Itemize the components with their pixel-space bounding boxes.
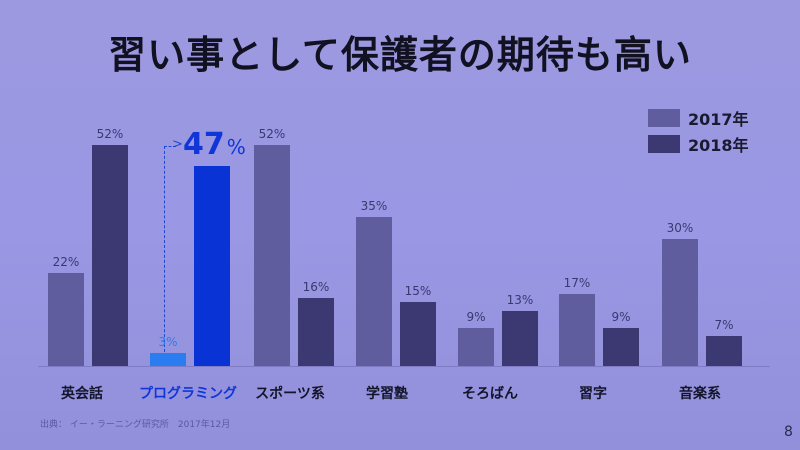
category-label: スポーツ系 bbox=[255, 386, 325, 402]
legend-item-2018: 2018年 bbox=[648, 131, 749, 157]
chart-legend: 2017年 2018年 bbox=[648, 105, 749, 157]
slide-title: 習い事として保護者の期待も高い bbox=[108, 33, 692, 77]
source-citation: 出典： イー・ラーニング研究所 2017年12月 bbox=[40, 420, 231, 430]
arrow-right-icon: > bbox=[172, 137, 183, 152]
bar-value-label: 52% bbox=[258, 127, 286, 141]
highlight-arrow-line bbox=[164, 146, 165, 352]
bar-2017 bbox=[150, 353, 186, 366]
category-label: プログラミング bbox=[139, 386, 237, 402]
bar-value-label: 7% bbox=[714, 318, 734, 333]
legend-label-2017: 2017年 bbox=[688, 110, 749, 129]
bar-2017 bbox=[48, 272, 84, 366]
bar-2018 bbox=[502, 310, 538, 366]
bar-value-label: 3% bbox=[158, 335, 178, 350]
bar-value-label: 9% bbox=[611, 309, 631, 324]
bar-2017 bbox=[559, 293, 595, 366]
bar-2018 bbox=[400, 302, 436, 366]
highlight-unit: % bbox=[226, 135, 246, 159]
category-label: 英会話 bbox=[61, 386, 103, 402]
category-label: そろばん bbox=[462, 386, 518, 402]
bar-2018 bbox=[194, 166, 230, 366]
bar-2017 bbox=[254, 145, 290, 366]
bar-value-label: 15% bbox=[404, 284, 432, 299]
bar-2018 bbox=[298, 298, 334, 366]
bar-value-label: 35% bbox=[360, 199, 388, 214]
bar-2017 bbox=[662, 238, 698, 366]
category-label: 習字 bbox=[579, 386, 607, 402]
bar-2018 bbox=[92, 145, 128, 366]
legend-swatch-2017 bbox=[648, 109, 680, 127]
highlight-number: 47 bbox=[183, 127, 225, 162]
bar-value-label: 9% bbox=[466, 309, 486, 324]
bar-2017 bbox=[356, 217, 392, 366]
bar-2018 bbox=[706, 336, 742, 366]
chart-baseline bbox=[38, 366, 770, 367]
category-label: 音楽系 bbox=[679, 386, 721, 402]
bar-value-label: 52% bbox=[96, 127, 124, 141]
legend-label-2018: 2018年 bbox=[688, 136, 749, 155]
category-label: 学習塾 bbox=[366, 386, 408, 402]
bar-2018 bbox=[603, 327, 639, 366]
legend-swatch-2018 bbox=[648, 135, 680, 153]
bar-value-label: 30% bbox=[666, 220, 694, 235]
highlight-arrow-line-horizontal bbox=[164, 146, 176, 147]
bar-value-label: 22% bbox=[52, 254, 80, 269]
bar-2017 bbox=[458, 327, 494, 366]
highlight-value: 47% bbox=[183, 127, 246, 162]
bar-value-label: 16% bbox=[302, 280, 330, 294]
bar-value-label: 17% bbox=[563, 275, 591, 290]
page-number: 8 bbox=[784, 424, 793, 440]
legend-item-2017: 2017年 bbox=[648, 105, 749, 131]
bar-value-label: 13% bbox=[506, 292, 534, 307]
